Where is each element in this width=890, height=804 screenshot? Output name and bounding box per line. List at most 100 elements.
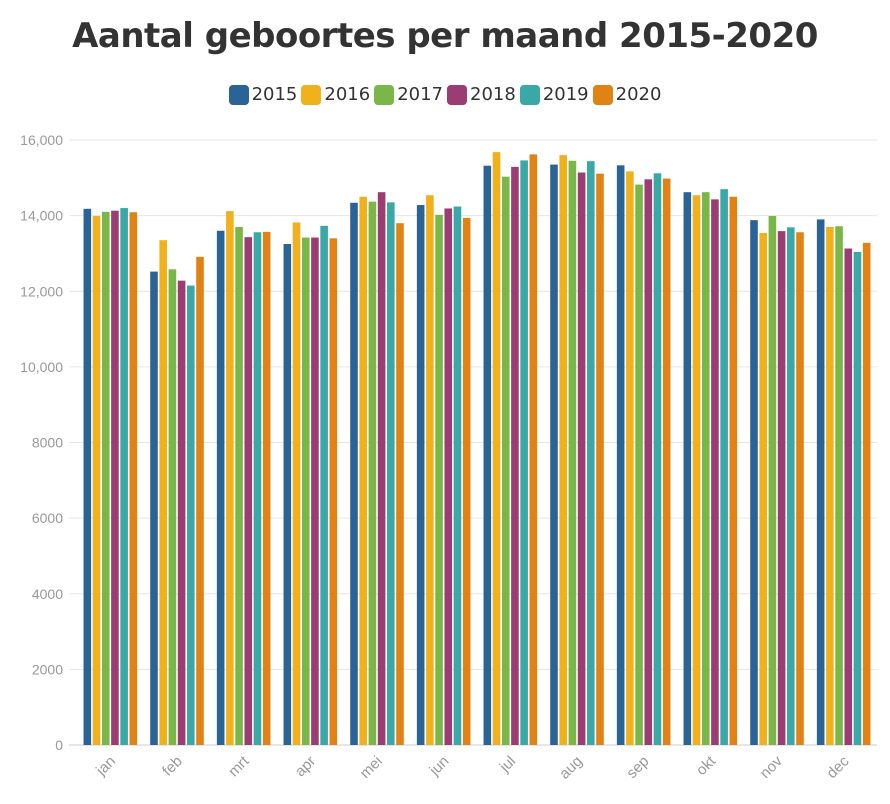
bar-apr-2019[interactable] <box>320 225 328 746</box>
bar-jan-2015[interactable] <box>83 208 92 746</box>
bar-mei-2019[interactable] <box>387 202 395 745</box>
x-tick-label: nov <box>757 752 786 781</box>
bar-dec-2020[interactable] <box>862 242 871 745</box>
bar-jun-2017[interactable] <box>435 214 443 745</box>
legend-swatch <box>519 84 540 105</box>
bar-sep-2015[interactable] <box>616 165 625 746</box>
chart-legend: 2015 2016 2017 2018 2019 2020 <box>0 84 890 105</box>
bar-mrt-2015[interactable] <box>216 230 225 745</box>
bar-nov-2015[interactable] <box>750 220 758 746</box>
y-tick-label: 0 <box>55 737 63 753</box>
bar-mei-2020[interactable] <box>396 223 404 745</box>
bar-okt-2018[interactable] <box>711 199 719 746</box>
legend-item-2015[interactable]: 2015 <box>228 84 297 105</box>
legend-swatch <box>301 84 322 105</box>
bar-jul-2016[interactable] <box>492 152 501 746</box>
bar-nov-2020[interactable] <box>796 232 804 745</box>
bar-okt-2015[interactable] <box>683 192 692 745</box>
bar-jan-2016[interactable] <box>92 216 101 746</box>
bar-apr-2017[interactable] <box>301 237 310 745</box>
bar-sep-2017[interactable] <box>635 184 643 745</box>
y-tick-label: 8000 <box>32 435 63 451</box>
bar-jun-2015[interactable] <box>416 205 425 746</box>
bar-mei-2016[interactable] <box>359 196 367 745</box>
bar-mrt-2020[interactable] <box>262 231 271 745</box>
bar-sep-2020[interactable] <box>662 178 671 746</box>
legend-swatch <box>374 84 395 105</box>
bar-mei-2018[interactable] <box>377 192 386 745</box>
bar-jul-2018[interactable] <box>511 166 519 746</box>
legend-label: 2018 <box>470 84 516 105</box>
bar-okt-2020[interactable] <box>729 196 738 745</box>
bar-nov-2016[interactable] <box>759 233 767 746</box>
bar-jul-2020[interactable] <box>529 154 538 745</box>
bar-sep-2016[interactable] <box>626 171 634 745</box>
bar-mrt-2019[interactable] <box>253 232 262 745</box>
bar-apr-2018[interactable] <box>311 237 319 745</box>
legend-item-2019[interactable]: 2019 <box>519 84 589 105</box>
bar-aug-2016[interactable] <box>559 155 567 745</box>
bar-feb-2020[interactable] <box>196 256 204 745</box>
legend-label: 2019 <box>542 84 589 105</box>
bar-jan-2018[interactable] <box>111 210 119 746</box>
bar-okt-2016[interactable] <box>692 195 701 746</box>
bar-okt-2017[interactable] <box>701 192 710 745</box>
bar-nov-2019[interactable] <box>787 227 795 746</box>
bar-aug-2015[interactable] <box>550 164 558 745</box>
bar-dec-2015[interactable] <box>816 219 825 745</box>
bar-mrt-2017[interactable] <box>235 226 243 745</box>
bar-jun-2019[interactable] <box>453 206 462 746</box>
bar-okt-2019[interactable] <box>720 189 728 745</box>
bar-feb-2017[interactable] <box>168 269 177 745</box>
bar-aug-2017[interactable] <box>568 160 577 745</box>
x-axis: jan feb mrt apr mei jun jul aug sep okt nov dec <box>92 752 853 782</box>
bar-mrt-2016[interactable] <box>226 211 234 745</box>
bar-jan-2017[interactable] <box>101 211 110 745</box>
legend-item-2018[interactable]: 2018 <box>447 84 516 105</box>
bar-aug-2019[interactable] <box>587 161 595 746</box>
bar-apr-2016[interactable] <box>292 222 301 745</box>
x-tick-label: jul <box>496 753 519 776</box>
x-tick-label: feb <box>159 753 186 780</box>
bar-jun-2016[interactable] <box>426 195 434 746</box>
legend-swatch <box>592 84 613 105</box>
bar-apr-2020[interactable] <box>329 238 338 745</box>
y-axis: 0 2000 4000 6000 8000 10,000 12,000 14,000 16,00… <box>20 132 63 753</box>
bar-mei-2017[interactable] <box>368 201 377 745</box>
bar-jul-2015[interactable] <box>483 165 492 745</box>
bar-aug-2020[interactable] <box>596 173 604 745</box>
bar-dec-2018[interactable] <box>844 248 853 745</box>
bars <box>83 152 871 746</box>
legend-label: 2016 <box>324 84 371 105</box>
legend-swatch <box>228 84 249 105</box>
bar-dec-2016[interactable] <box>826 226 834 745</box>
bar-dec-2017[interactable] <box>835 226 843 745</box>
bar-jan-2019[interactable] <box>120 208 128 745</box>
bar-dec-2019[interactable] <box>853 251 862 746</box>
bar-jul-2017[interactable] <box>501 176 510 746</box>
bar-mrt-2018[interactable] <box>244 237 253 745</box>
legend-label: 2017 <box>397 84 443 105</box>
bar-mei-2015[interactable] <box>350 202 358 746</box>
x-tick-label: apr <box>292 753 319 780</box>
y-tick-label: 12,000 <box>20 283 63 299</box>
bar-feb-2015[interactable] <box>150 271 158 745</box>
bar-nov-2017[interactable] <box>768 216 777 746</box>
bar-jan-2020[interactable] <box>129 212 138 746</box>
legend-item-2016[interactable]: 2016 <box>301 84 370 105</box>
bar-jul-2019[interactable] <box>520 160 528 745</box>
x-tick-label: jan <box>92 753 119 780</box>
bar-nov-2018[interactable] <box>777 231 786 746</box>
bar-feb-2019[interactable] <box>187 285 195 745</box>
bar-sep-2018[interactable] <box>644 179 653 745</box>
bar-aug-2018[interactable] <box>577 172 586 746</box>
bar-jun-2020[interactable] <box>462 217 471 746</box>
x-tick-label: mei <box>357 753 386 782</box>
bar-jun-2018[interactable] <box>444 208 453 746</box>
bar-sep-2019[interactable] <box>653 173 662 745</box>
legend-item-2020[interactable]: 2020 <box>592 84 661 105</box>
legend-item-2017[interactable]: 2017 <box>374 84 443 105</box>
bar-feb-2016[interactable] <box>159 240 167 745</box>
bar-feb-2018[interactable] <box>177 280 186 745</box>
bar-apr-2015[interactable] <box>283 243 292 745</box>
